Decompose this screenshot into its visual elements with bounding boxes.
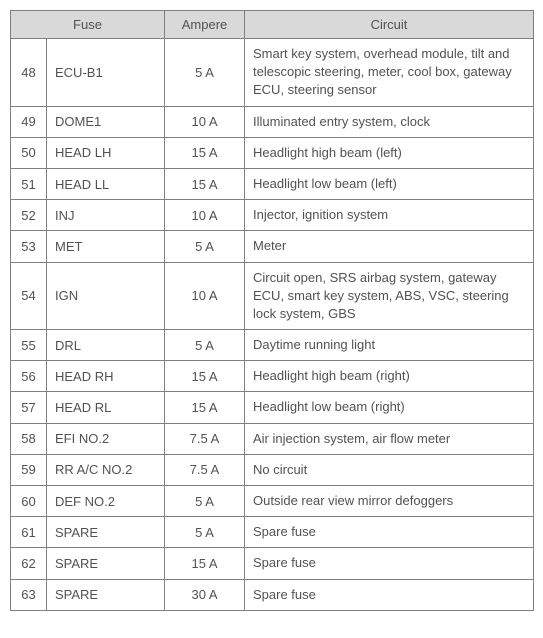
table-body: 48ECU-B15 ASmart key system, overhead mo… — [11, 39, 534, 611]
cell-ampere: 15 A — [165, 548, 245, 579]
cell-number: 59 — [11, 454, 47, 485]
cell-ampere: 15 A — [165, 392, 245, 423]
cell-ampere: 10 A — [165, 106, 245, 137]
header-ampere: Ampere — [165, 11, 245, 39]
table-row: 61SPARE5 ASpare fuse — [11, 517, 534, 548]
cell-fuse: HEAD LL — [47, 168, 165, 199]
cell-circuit: No circuit — [245, 454, 534, 485]
cell-fuse: MET — [47, 231, 165, 262]
cell-ampere: 5 A — [165, 231, 245, 262]
cell-circuit: Headlight low beam (right) — [245, 392, 534, 423]
table-row: 50HEAD LH15 AHeadlight high beam (left) — [11, 137, 534, 168]
cell-number: 51 — [11, 168, 47, 199]
cell-circuit: Circuit open, SRS airbag system, gateway… — [245, 262, 534, 330]
cell-number: 50 — [11, 137, 47, 168]
table-row: 62SPARE15 ASpare fuse — [11, 548, 534, 579]
cell-fuse: EFI NO.2 — [47, 423, 165, 454]
table-row: 53MET5 AMeter — [11, 231, 534, 262]
table-row: 55DRL5 ADaytime running light — [11, 330, 534, 361]
cell-fuse: HEAD RL — [47, 392, 165, 423]
cell-number: 49 — [11, 106, 47, 137]
cell-number: 54 — [11, 262, 47, 330]
cell-number: 62 — [11, 548, 47, 579]
cell-fuse: IGN — [47, 262, 165, 330]
table-row: 54IGN10 ACircuit open, SRS airbag system… — [11, 262, 534, 330]
cell-ampere: 5 A — [165, 517, 245, 548]
table-row: 49DOME110 AIlluminated entry system, clo… — [11, 106, 534, 137]
cell-fuse: HEAD RH — [47, 361, 165, 392]
cell-ampere: 5 A — [165, 486, 245, 517]
cell-number: 56 — [11, 361, 47, 392]
cell-number: 52 — [11, 200, 47, 231]
table-row: 51HEAD LL15 AHeadlight low beam (left) — [11, 168, 534, 199]
header-row: Fuse Ampere Circuit — [11, 11, 534, 39]
cell-ampere: 7.5 A — [165, 423, 245, 454]
cell-fuse: RR A/C NO.2 — [47, 454, 165, 485]
cell-ampere: 15 A — [165, 137, 245, 168]
cell-circuit: Outside rear view mirror defoggers — [245, 486, 534, 517]
table-row: 59RR A/C NO.27.5 ANo circuit — [11, 454, 534, 485]
cell-ampere: 15 A — [165, 361, 245, 392]
cell-number: 48 — [11, 39, 47, 107]
table-row: 58EFI NO.27.5 AAir injection system, air… — [11, 423, 534, 454]
fuse-table: Fuse Ampere Circuit 48ECU-B15 ASmart key… — [10, 10, 534, 611]
cell-ampere: 10 A — [165, 262, 245, 330]
cell-circuit: Injector, ignition system — [245, 200, 534, 231]
cell-ampere: 5 A — [165, 330, 245, 361]
cell-fuse: ECU-B1 — [47, 39, 165, 107]
cell-circuit: Spare fuse — [245, 579, 534, 610]
cell-number: 57 — [11, 392, 47, 423]
cell-circuit: Headlight high beam (left) — [245, 137, 534, 168]
table-row: 63SPARE30 ASpare fuse — [11, 579, 534, 610]
cell-circuit: Headlight high beam (right) — [245, 361, 534, 392]
cell-circuit: Smart key system, overhead module, tilt … — [245, 39, 534, 107]
cell-number: 61 — [11, 517, 47, 548]
table-header: Fuse Ampere Circuit — [11, 11, 534, 39]
table-row: 52INJ10 AInjector, ignition system — [11, 200, 534, 231]
cell-ampere: 7.5 A — [165, 454, 245, 485]
cell-ampere: 5 A — [165, 39, 245, 107]
cell-circuit: Spare fuse — [245, 548, 534, 579]
cell-number: 53 — [11, 231, 47, 262]
cell-number: 60 — [11, 486, 47, 517]
cell-number: 63 — [11, 579, 47, 610]
header-fuse: Fuse — [11, 11, 165, 39]
cell-fuse: INJ — [47, 200, 165, 231]
cell-circuit: Illuminated entry system, clock — [245, 106, 534, 137]
cell-number: 58 — [11, 423, 47, 454]
cell-circuit: Meter — [245, 231, 534, 262]
table-row: 57HEAD RL15 AHeadlight low beam (right) — [11, 392, 534, 423]
cell-number: 55 — [11, 330, 47, 361]
cell-fuse: SPARE — [47, 517, 165, 548]
cell-circuit: Air injection system, air flow meter — [245, 423, 534, 454]
cell-fuse: SPARE — [47, 548, 165, 579]
cell-circuit: Spare fuse — [245, 517, 534, 548]
cell-ampere: 30 A — [165, 579, 245, 610]
cell-fuse: DEF NO.2 — [47, 486, 165, 517]
cell-fuse: DOME1 — [47, 106, 165, 137]
cell-ampere: 10 A — [165, 200, 245, 231]
cell-circuit: Daytime running light — [245, 330, 534, 361]
table-row: 60DEF NO.25 AOutside rear view mirror de… — [11, 486, 534, 517]
cell-fuse: HEAD LH — [47, 137, 165, 168]
cell-circuit: Headlight low beam (left) — [245, 168, 534, 199]
cell-ampere: 15 A — [165, 168, 245, 199]
cell-fuse: DRL — [47, 330, 165, 361]
table-row: 56HEAD RH15 AHeadlight high beam (right) — [11, 361, 534, 392]
cell-fuse: SPARE — [47, 579, 165, 610]
header-circuit: Circuit — [245, 11, 534, 39]
table-row: 48ECU-B15 ASmart key system, overhead mo… — [11, 39, 534, 107]
